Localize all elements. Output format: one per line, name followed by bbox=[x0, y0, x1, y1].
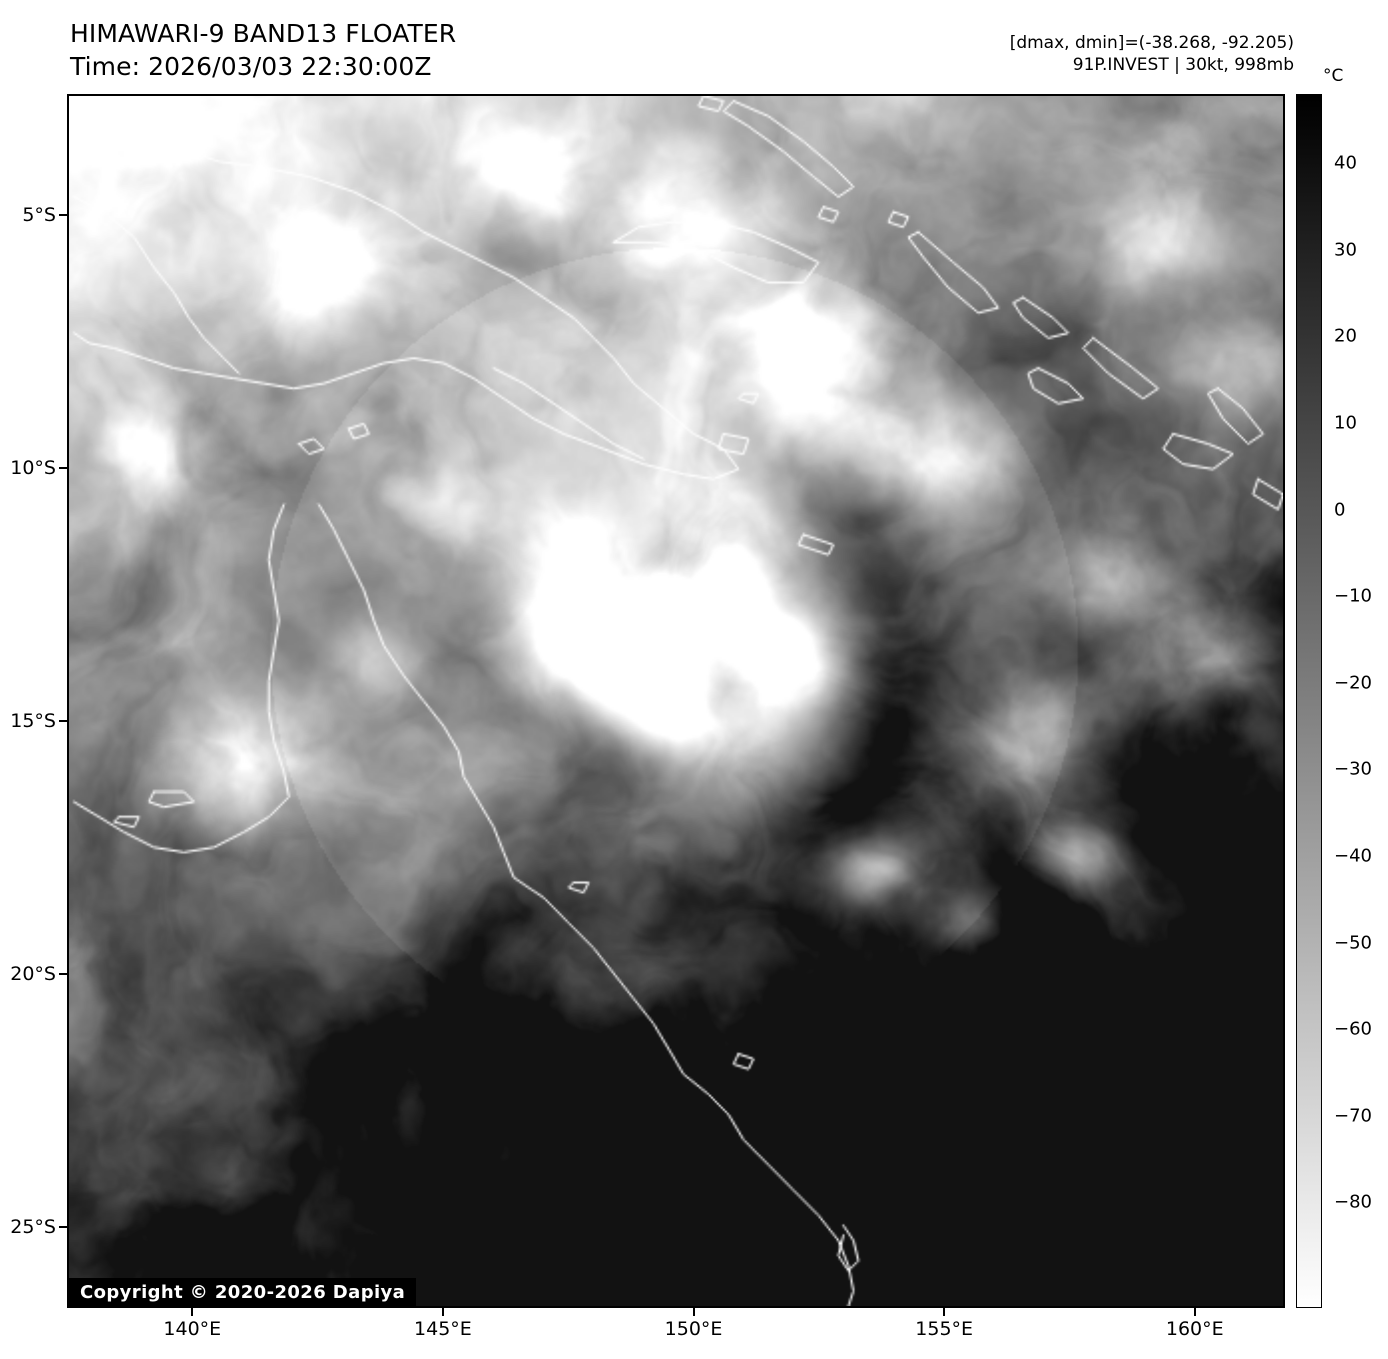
copyright-banner: Copyright © 2020-2026 Dapiya bbox=[69, 1278, 417, 1308]
colorbar-unit-label: °C bbox=[1323, 66, 1344, 86]
y-axis-tick-label: 25°S bbox=[10, 1216, 56, 1239]
colorbar-tick-label: 30 bbox=[1334, 239, 1357, 261]
x-axis-tick-label: 155°E bbox=[915, 1318, 974, 1340]
y-axis-tick-label: 5°S bbox=[22, 204, 56, 227]
dmax-dmin-label: [dmax, dmin]=(-38.268, -92.205) bbox=[1009, 33, 1294, 53]
colorbar-tick-label: −50 bbox=[1334, 932, 1372, 954]
colorbar-tick-label: 40 bbox=[1334, 152, 1357, 174]
title-block: HIMAWARI-9 BAND13 FLOATER Time: 2026/03/… bbox=[70, 18, 456, 83]
colorbar-tick-label: 10 bbox=[1334, 412, 1357, 434]
x-axis-tick-mark bbox=[1193, 1308, 1196, 1316]
y-axis-tick-mark bbox=[59, 973, 67, 976]
colorbar[interactable] bbox=[1296, 94, 1322, 1308]
satellite-image-plot[interactable] bbox=[67, 94, 1285, 1308]
page-title: HIMAWARI-9 BAND13 FLOATER bbox=[70, 19, 457, 48]
y-axis-tick-mark bbox=[59, 1226, 67, 1229]
x-axis-tick-mark bbox=[191, 1308, 194, 1316]
y-axis-tick-label: 15°S bbox=[10, 710, 56, 733]
x-axis-tick-label: 160°E bbox=[1165, 1318, 1224, 1340]
x-axis-tick-label: 145°E bbox=[414, 1318, 472, 1340]
colorbar-tick-label: −10 bbox=[1334, 585, 1372, 607]
colorbar-tick-label: −70 bbox=[1334, 1105, 1372, 1127]
x-axis-tick-label: 150°E bbox=[664, 1318, 723, 1340]
y-axis-tick-label: 10°S bbox=[10, 457, 56, 480]
y-axis-tick-mark bbox=[59, 467, 67, 470]
colorbar-tick-label: −80 bbox=[1334, 1191, 1372, 1213]
colorbar-tick-label: 20 bbox=[1334, 325, 1357, 347]
colorbar-tick-label: −20 bbox=[1334, 672, 1372, 694]
y-axis-tick-mark bbox=[59, 214, 67, 217]
colorbar-tick-label: −40 bbox=[1334, 845, 1372, 867]
y-axis-tick-mark bbox=[59, 720, 67, 723]
metadata-block: [dmax, dmin]=(-38.268, -92.205) 91P.INVE… bbox=[1010, 32, 1294, 76]
timestamp-label: Time: 2026/03/03 22:30:00Z bbox=[70, 51, 432, 81]
x-axis-tick-mark bbox=[692, 1308, 695, 1316]
x-axis-tick-label: 140°E bbox=[163, 1318, 222, 1340]
colorbar-tick-label: 0 bbox=[1334, 499, 1346, 521]
x-axis-tick-mark bbox=[441, 1308, 444, 1316]
y-axis-tick-label: 20°S bbox=[10, 963, 56, 986]
colorbar-tick-label: −60 bbox=[1334, 1018, 1372, 1040]
satellite-imagery-canvas[interactable] bbox=[69, 96, 1283, 1306]
colorbar-tick-label: −30 bbox=[1334, 758, 1372, 780]
storm-info-label: 91P.INVEST | 30kt, 998mb bbox=[1072, 55, 1294, 76]
x-axis-tick-mark bbox=[943, 1308, 946, 1316]
